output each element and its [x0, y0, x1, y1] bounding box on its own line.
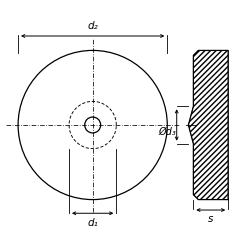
Text: s: s: [208, 214, 214, 224]
Text: Ød₃: Ød₃: [158, 127, 176, 137]
Polygon shape: [188, 50, 228, 200]
Text: d₂: d₂: [87, 21, 98, 31]
Text: d₁: d₁: [87, 218, 98, 228]
